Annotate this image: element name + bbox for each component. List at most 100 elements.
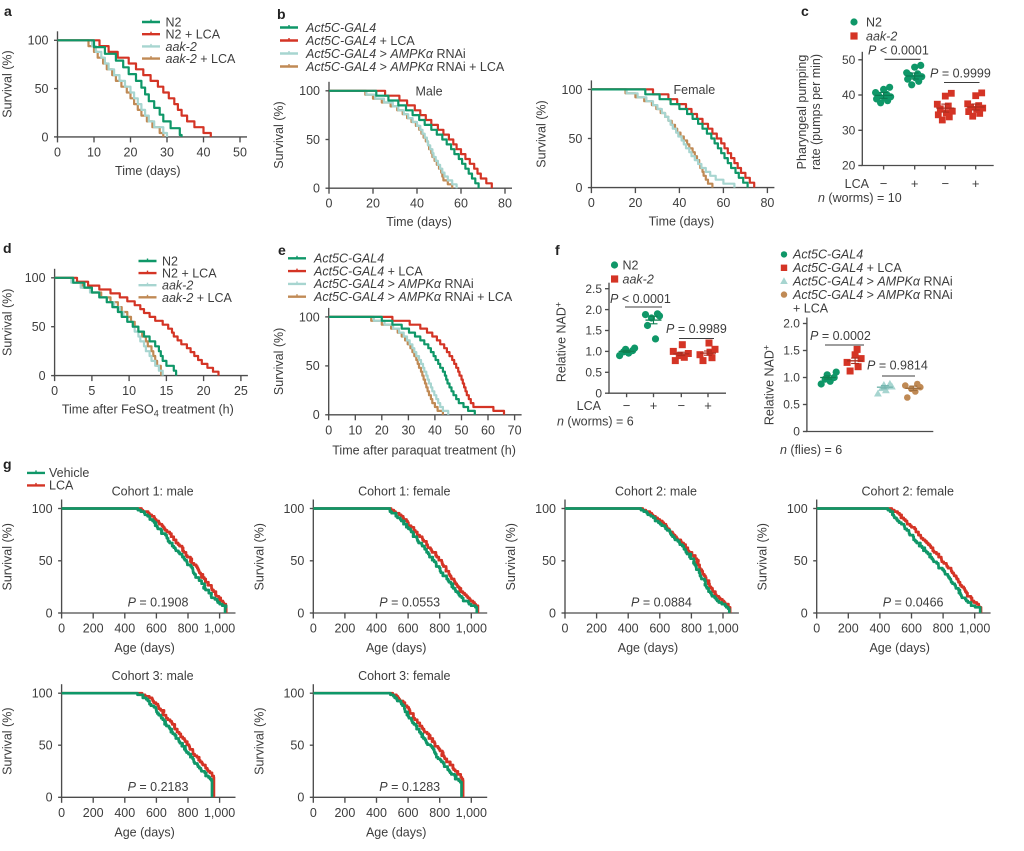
svg-text:P < 0.0001: P < 0.0001 [868,44,929,58]
svg-text:200: 200 [83,622,104,636]
svg-text:−: − [623,398,631,413]
svg-text:c: c [801,3,809,19]
svg-text:N2: N2 [866,16,882,30]
svg-text:P < 0.0001: P < 0.0001 [610,292,671,306]
svg-text:1.5: 1.5 [783,344,800,358]
svg-text:Survival (%): Survival (%) [534,100,548,167]
svg-text:P = 0.9814: P = 0.9814 [867,359,928,373]
svg-text:50: 50 [568,132,582,146]
svg-text:Survival (%): Survival (%) [1,523,15,590]
svg-text:100: 100 [283,502,304,516]
svg-text:0.5: 0.5 [783,398,800,412]
svg-text:Survival (%): Survival (%) [1,50,15,117]
svg-text:+: + [911,176,919,191]
svg-text:20: 20 [375,423,389,437]
svg-text:aak-2 + LCA: aak-2 + LCA [162,291,233,305]
svg-text:100: 100 [299,84,320,98]
svg-text:+ LCA: + LCA [793,301,829,315]
svg-text:Female: Female [674,83,716,97]
svg-text:Act5C-GAL4: Act5C-GAL4 [792,248,863,262]
svg-text:P = 0.0002: P = 0.0002 [810,329,871,343]
svg-text:0: 0 [575,181,582,195]
svg-text:400: 400 [114,806,135,820]
svg-text:400: 400 [366,806,387,820]
svg-text:N2: N2 [166,16,182,30]
svg-text:60: 60 [454,197,468,211]
svg-text:b: b [277,6,286,22]
svg-text:50: 50 [842,53,856,67]
svg-text:Pharyngeal pumping: Pharyngeal pumping [795,55,809,170]
svg-text:P = 0.2183: P = 0.2183 [128,780,189,794]
svg-text:Age (days): Age (days) [618,641,678,655]
svg-text:P = 0.0884: P = 0.0884 [631,596,692,610]
svg-text:Cohort 1: female: Cohort 1: female [358,485,450,499]
svg-text:0: 0 [588,196,595,210]
svg-text:f: f [555,242,560,258]
svg-text:0: 0 [58,806,65,820]
svg-text:200: 200 [586,622,607,636]
svg-text:1,000: 1,000 [959,622,990,636]
svg-text:0: 0 [58,622,65,636]
svg-text:60: 60 [716,196,730,210]
svg-text:aak-2: aak-2 [162,279,193,293]
svg-text:Act5C-GAL4 + LCA: Act5C-GAL4 + LCA [792,261,902,275]
svg-text:0: 0 [42,130,49,144]
svg-text:0: 0 [801,606,808,620]
svg-text:100: 100 [562,83,583,97]
svg-text:Survival (%): Survival (%) [252,523,266,590]
svg-text:800: 800 [429,806,450,820]
svg-text:P = 0.1283: P = 0.1283 [379,780,440,794]
svg-text:g: g [3,456,12,472]
svg-text:0: 0 [310,622,317,636]
svg-text:+: + [704,398,712,413]
svg-text:N2: N2 [162,255,178,269]
svg-text:Time after FeSO4 treatment (h): Time after FeSO4 treatment (h) [62,403,234,419]
svg-text:50: 50 [32,320,46,334]
svg-text:10: 10 [87,145,101,159]
svg-text:P = 0.0466: P = 0.0466 [883,596,944,610]
svg-text:0: 0 [813,622,820,636]
svg-text:60: 60 [481,423,495,437]
svg-text:0: 0 [313,182,320,196]
svg-text:d: d [3,240,12,256]
svg-text:aak-2: aak-2 [623,273,654,287]
svg-text:50: 50 [290,739,304,753]
svg-text:Act5C-GAL4 > AMPKα RNAi + LCA: Act5C-GAL4 > AMPKα RNAi + LCA [305,60,505,74]
svg-text:Age (days): Age (days) [869,641,929,655]
svg-text:n (flies) = 6: n (flies) = 6 [780,443,842,457]
svg-text:80: 80 [498,197,512,211]
svg-text:1,000: 1,000 [456,806,487,820]
svg-text:0: 0 [297,606,304,620]
svg-text:400: 400 [114,622,135,636]
svg-text:1.5: 1.5 [585,324,602,338]
svg-text:200: 200 [334,622,355,636]
svg-text:50: 50 [290,554,304,568]
svg-text:50: 50 [794,554,808,568]
svg-text:Age (days): Age (days) [366,641,426,655]
svg-text:30: 30 [842,124,856,138]
svg-text:N2 + LCA: N2 + LCA [166,28,221,42]
svg-text:Male: Male [415,84,442,98]
svg-text:15: 15 [159,384,173,398]
svg-text:200: 200 [838,622,859,636]
svg-text:Act5C-GAL4 + LCA: Act5C-GAL4 + LCA [313,264,423,278]
svg-text:50: 50 [233,145,247,159]
svg-text:1.0: 1.0 [783,371,800,385]
svg-text:−: − [880,176,888,191]
svg-text:LCA: LCA [845,177,870,191]
svg-text:200: 200 [334,806,355,820]
svg-text:400: 400 [869,622,890,636]
svg-text:20: 20 [124,145,138,159]
svg-text:100: 100 [28,34,49,48]
svg-text:40: 40 [842,88,856,102]
svg-text:LCA: LCA [577,399,602,413]
svg-text:50: 50 [306,359,320,373]
svg-text:100: 100 [283,687,304,701]
svg-text:Age (days): Age (days) [366,825,426,839]
svg-text:100: 100 [299,310,320,324]
svg-text:Act5C-GAL4 > AMPKα RNAi: Act5C-GAL4 > AMPKα RNAi [313,277,474,291]
svg-text:e: e [278,242,286,258]
svg-text:LCA: LCA [49,479,74,493]
svg-text:Act5C-GAL4 > AMPKα RNAi: Act5C-GAL4 > AMPKα RNAi [792,288,953,302]
svg-text:800: 800 [178,806,199,820]
